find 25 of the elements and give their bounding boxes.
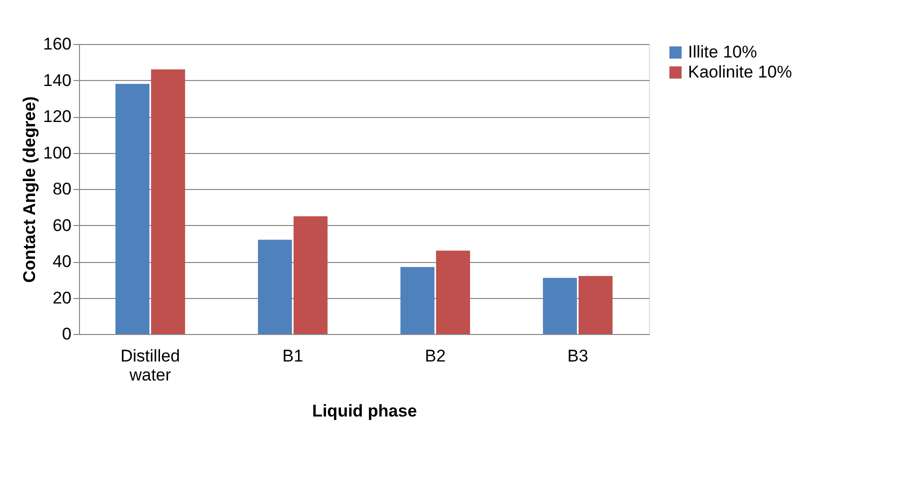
bar — [436, 250, 470, 334]
x-axis-title: Liquid phase — [312, 402, 417, 420]
y-tick-label: 40 — [52, 252, 72, 271]
x-tick-label: B3 — [567, 346, 588, 366]
legend-label: Kaolinite 10% — [688, 62, 792, 82]
bar — [151, 69, 186, 334]
bar — [542, 278, 577, 334]
bar — [258, 240, 292, 334]
y-tick-label: 0 — [62, 324, 72, 344]
x-tick-label: B2 — [424, 346, 446, 366]
y-tick-label: 140 — [43, 70, 72, 90]
bar — [400, 266, 434, 334]
y-tick-label: 80 — [52, 180, 72, 198]
bar — [578, 276, 613, 334]
legend-label: Illite 10% — [688, 42, 757, 62]
y-tick-label: 60 — [52, 216, 72, 235]
y-tick-label: 20 — [52, 288, 72, 308]
y-axis-title: Contact Angle (degree) — [20, 96, 40, 283]
y-tick-label: 160 — [43, 34, 72, 54]
y-tick-label: 100 — [43, 143, 72, 162]
bar — [115, 84, 150, 334]
y-tick-label: 120 — [43, 107, 72, 126]
x-tick-label: B1 — [282, 346, 304, 366]
bar — [294, 216, 328, 334]
x-tick-label: Distilled water — [120, 346, 180, 384]
